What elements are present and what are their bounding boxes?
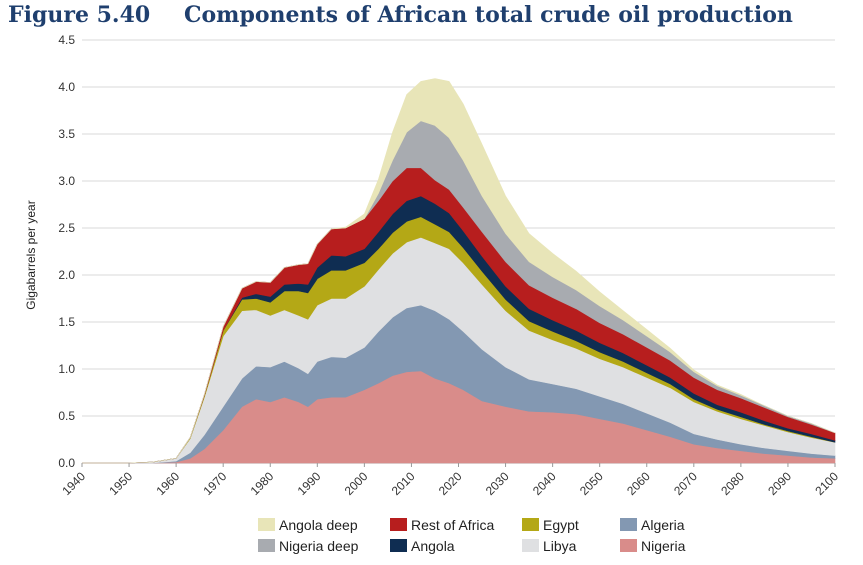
legend-item: Rest of Africa <box>390 516 522 533</box>
x-tick-label: 2100 <box>812 469 841 498</box>
x-tick-label: 1950 <box>106 469 135 498</box>
y-axis-label: Gigabarrels per year <box>24 200 38 309</box>
legend-item: Angola deep <box>258 516 390 533</box>
y-tick-label: 2.0 <box>58 268 75 282</box>
legend-swatch <box>522 518 539 531</box>
x-tick-label: 2060 <box>624 469 653 498</box>
legend-label: Algeria <box>641 516 685 533</box>
legend-item: Nigeria <box>620 537 718 554</box>
legend-label: Egypt <box>543 516 579 533</box>
x-tick-label: 1940 <box>59 469 88 498</box>
x-tick-label: 2070 <box>671 469 700 498</box>
x-tick-label: 2020 <box>436 469 465 498</box>
x-tick-label: 2010 <box>389 469 418 498</box>
legend-swatch <box>390 539 407 552</box>
legend-item: Angola <box>390 537 522 554</box>
y-tick-label: 3.5 <box>58 127 75 141</box>
figure-caption: Components of African total crude oil pr… <box>184 2 793 28</box>
legend-swatch <box>620 518 637 531</box>
figure-title: Figure 5.40 Components of African total … <box>8 2 793 32</box>
legend-item: Algeria <box>620 516 718 533</box>
legend-item: Egypt <box>522 516 620 533</box>
x-tick-label: 2080 <box>718 469 747 498</box>
legend-swatch <box>258 539 275 552</box>
x-tick-label: 1980 <box>248 469 277 498</box>
legend-item: Libya <box>522 537 620 554</box>
x-tick-label: 2050 <box>577 469 606 498</box>
y-tick-label: 1.0 <box>58 362 75 376</box>
legend-swatch <box>390 518 407 531</box>
y-tick-label: 4.5 <box>58 33 75 47</box>
x-tick-label: 2090 <box>765 469 794 498</box>
figure-number: Figure 5.40 <box>8 2 151 28</box>
x-tick-label: 2000 <box>342 469 371 498</box>
legend-label: Angola deep <box>279 516 358 533</box>
y-axis-ticks: 0.0 0.5 1.0 1.5 2.0 2.5 3.0 3.5 4.0 4.5 <box>58 33 75 470</box>
legend-swatch <box>620 539 637 552</box>
x-tick-label: 2040 <box>530 469 559 498</box>
y-tick-label: 1.5 <box>58 315 75 329</box>
legend-label: Nigeria deep <box>279 537 359 554</box>
y-tick-label: 0.0 <box>58 456 75 470</box>
stacked-areas <box>82 78 836 464</box>
legend-label: Nigeria <box>641 537 686 554</box>
y-tick-label: 3.0 <box>58 174 75 188</box>
y-tick-label: 0.5 <box>58 409 75 423</box>
y-tick-label: 2.5 <box>58 221 75 235</box>
y-tick-label: 4.0 <box>58 80 75 94</box>
legend-swatch <box>522 539 539 552</box>
x-tick-label: 1970 <box>201 469 230 498</box>
x-tick-label: 1960 <box>153 469 182 498</box>
x-tick-label: 2030 <box>483 469 512 498</box>
legend-item: Nigeria deep <box>258 537 390 554</box>
x-axis-ticks: 1940 1950 1960 1970 1980 1990 2000 2010 2020 2030… <box>59 463 841 498</box>
legend-label: Rest of Africa <box>411 516 495 533</box>
area-angola-deep <box>82 78 836 464</box>
legend: Angola deep Rest of Africa Egypt Algeria Nig… <box>258 516 718 554</box>
legend-swatch <box>258 518 275 531</box>
x-tick-label: 1990 <box>295 469 324 498</box>
legend-label: Angola <box>411 537 455 554</box>
legend-label: Libya <box>543 537 577 554</box>
